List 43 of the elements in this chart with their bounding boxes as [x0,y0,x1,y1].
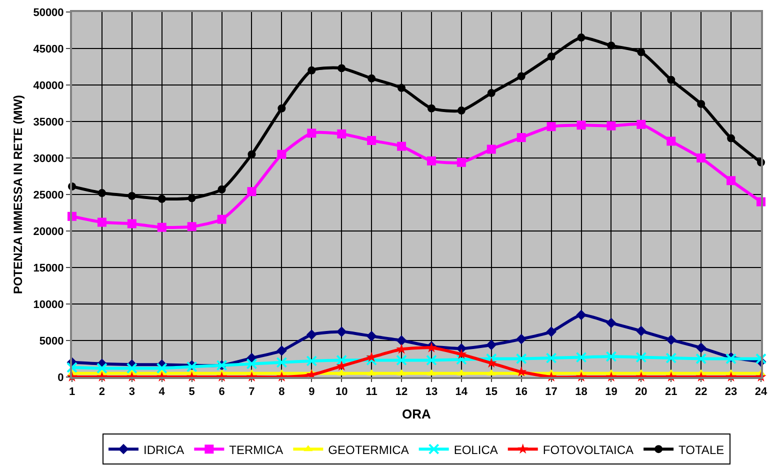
x-tick-label: 17 [545,386,558,398]
x-tick-label: 24 [754,386,768,398]
y-tick-label: 50000 [33,6,64,19]
x-tick-label: 18 [575,386,588,398]
x-tick-label: 3 [128,386,135,398]
x-tick-label: 20 [635,386,648,398]
y-tick-label: 0 [58,372,64,384]
y-tick-label: 10000 [33,298,64,311]
x-tick-label: 2 [98,386,106,398]
x-tick-label: 9 [308,386,315,398]
x-tick-label: 14 [455,386,468,398]
y-tick-label: 40000 [33,80,64,92]
x-tick-label: 10 [335,386,348,398]
x-tick-label: 13 [425,386,438,398]
y-tick-label: 25000 [33,189,64,202]
x-tick-label: 16 [515,386,528,398]
y-tick-label: 5000 [39,335,64,348]
x-tick-label: 5 [188,386,195,398]
legend-label: GEOTERMICA [328,442,409,457]
y-tick-label: 35000 [33,116,64,128]
legend-label: TOTALE [678,442,724,457]
x-tick-label: 7 [248,386,255,398]
x-tick-label: 4 [158,386,166,398]
x-tick-label: 21 [665,386,678,398]
y-tick-label: 20000 [33,226,64,238]
x-tick-label: 19 [605,386,618,398]
x-tick-label: 6 [218,386,225,398]
x-tick-label: 22 [694,386,708,398]
legend-label: IDRICA [144,442,184,457]
x-tick-label: 15 [485,386,498,398]
x-tick-label: 1 [68,386,76,398]
x-tick-label: 11 [366,386,378,398]
y-tick-label: 30000 [33,152,64,165]
y-axis-title: POTENZA IMMESSA IN RETE (MW) [11,94,26,294]
legend-label: EOLICA [454,442,498,457]
y-tick-label: 15000 [33,262,64,274]
y-tick-label: 45000 [33,43,64,56]
x-axis-title: ORA [402,406,432,422]
x-tick-label: 8 [278,386,285,398]
legend-label: TERMICA [229,442,284,457]
x-tick-label: 23 [724,386,738,398]
legend-label: FOTOVOLTAICA [542,442,634,457]
x-tick-label: 12 [395,386,408,398]
